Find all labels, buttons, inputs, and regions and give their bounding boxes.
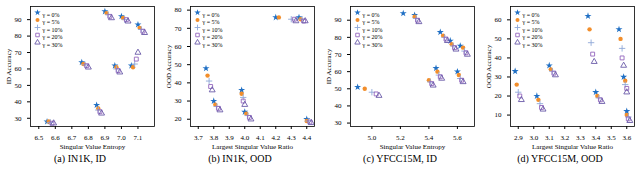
svg-text:40: 40	[495, 54, 503, 62]
svg-text:Singular Value Entropy: Singular Value Entropy	[60, 143, 126, 151]
svg-text:γ = 30%: γ = 30%	[362, 42, 383, 48]
svg-text:7.1: 7.1	[134, 134, 143, 142]
svg-text:γ = 20%: γ = 20%	[202, 34, 223, 40]
html-text:(b) IN1K, OOD: (b) IN1K, OOD	[208, 153, 272, 164]
svg-text:6.7: 6.7	[67, 134, 76, 142]
svg-text:20: 20	[495, 92, 503, 100]
svg-text:γ = 5%: γ = 5%	[362, 19, 380, 25]
svg-text:γ = 30%: γ = 30%	[202, 42, 223, 48]
svg-text:γ = 10%: γ = 10%	[202, 27, 223, 33]
svg-text:γ = 5%: γ = 5%	[202, 19, 220, 25]
svg-text:50: 50	[335, 85, 343, 93]
svg-text:Largest Singular Value Ratio: Largest Singular Value Ratio	[212, 143, 293, 151]
svg-text:5.0: 5.0	[368, 134, 377, 142]
svg-text:Singular Value Entropy: Singular Value Entropy	[380, 143, 446, 151]
svg-text:5.4: 5.4	[425, 134, 434, 142]
svg-text:6.9: 6.9	[101, 134, 110, 142]
svg-text:7.0: 7.0	[117, 134, 126, 142]
svg-text:3.2: 3.2	[560, 134, 569, 142]
svg-text:OOD Accuracy: OOD Accuracy	[165, 44, 173, 88]
svg-text:6.8: 6.8	[84, 134, 93, 142]
svg-text:70: 70	[335, 51, 343, 59]
svg-text:5.2: 5.2	[396, 134, 405, 142]
svg-text:30: 30	[335, 119, 343, 127]
svg-text:60: 60	[15, 65, 23, 73]
svg-text:γ = 0%: γ = 0%	[202, 12, 220, 18]
svg-text:50: 50	[175, 61, 183, 69]
svg-text:Largest Singular Value Ratio: Largest Singular Value Ratio	[532, 143, 613, 151]
svg-text:3.0: 3.0	[529, 134, 538, 142]
svg-text:6.5: 6.5	[34, 134, 43, 142]
svg-text:γ = 0%: γ = 0%	[42, 12, 60, 18]
svg-text:ID Accuracy: ID Accuracy	[5, 48, 13, 84]
svg-text:3.7: 3.7	[194, 134, 203, 142]
svg-text:30: 30	[15, 115, 23, 123]
svg-text:4.4: 4.4	[302, 134, 311, 142]
svg-text:40: 40	[335, 102, 343, 110]
svg-text:γ = 10%: γ = 10%	[362, 27, 383, 33]
svg-text:80: 80	[175, 6, 183, 14]
svg-text:γ = 30%: γ = 30%	[42, 42, 63, 48]
svg-text:20: 20	[175, 115, 183, 123]
svg-text:3.4: 3.4	[591, 134, 600, 142]
svg-text:60: 60	[495, 16, 503, 24]
svg-text:3.9: 3.9	[225, 134, 234, 142]
svg-text:4.1: 4.1	[256, 134, 265, 142]
svg-text:γ = 30%: γ = 30%	[522, 42, 543, 48]
html-text:(d) YFCC15M, OOD: (d) YFCC15M, OOD	[517, 153, 603, 164]
svg-text:OOD Accuracy: OOD Accuracy	[485, 44, 493, 88]
svg-text:γ = 5%: γ = 5%	[42, 19, 60, 25]
svg-text:3.5: 3.5	[607, 134, 616, 142]
html-text:(a) IN1K, ID: (a) IN1K, ID	[54, 153, 106, 164]
svg-text:3.3: 3.3	[576, 134, 585, 142]
svg-text:60: 60	[175, 43, 183, 51]
svg-text:6.6: 6.6	[51, 134, 60, 142]
svg-text:80: 80	[15, 32, 23, 40]
svg-text:γ = 20%: γ = 20%	[42, 34, 63, 40]
svg-text:γ = 5%: γ = 5%	[522, 19, 540, 25]
svg-text:4.0: 4.0	[240, 134, 249, 142]
svg-text:90: 90	[15, 16, 23, 24]
svg-text:70: 70	[15, 49, 23, 57]
svg-text:60: 60	[335, 68, 343, 76]
svg-text:10: 10	[495, 111, 503, 119]
svg-text:4.2: 4.2	[271, 134, 280, 142]
svg-text:γ = 10%: γ = 10%	[522, 27, 543, 33]
svg-text:40: 40	[175, 79, 183, 87]
svg-text:ID Accuracy: ID Accuracy	[325, 48, 333, 84]
svg-text:γ = 10%: γ = 10%	[42, 27, 63, 33]
svg-text:γ = 0%: γ = 0%	[522, 12, 540, 18]
svg-text:γ = 0%: γ = 0%	[362, 12, 380, 18]
svg-text:40: 40	[15, 98, 23, 106]
svg-text:3.6: 3.6	[622, 134, 631, 142]
svg-text:γ = 20%: γ = 20%	[362, 34, 383, 40]
svg-text:5.6: 5.6	[453, 134, 462, 142]
svg-text:90: 90	[335, 16, 343, 24]
svg-text:3.8: 3.8	[209, 134, 218, 142]
svg-text:30: 30	[495, 73, 503, 81]
svg-text:30: 30	[175, 97, 183, 105]
html-text:(c) YFCC15M, ID: (c) YFCC15M, ID	[363, 153, 437, 164]
svg-text:50: 50	[15, 82, 23, 90]
svg-text:γ = 20%: γ = 20%	[522, 34, 543, 40]
svg-text:80: 80	[335, 34, 343, 42]
svg-text:2.9: 2.9	[514, 134, 523, 142]
svg-text:4.3: 4.3	[287, 134, 296, 142]
svg-text:50: 50	[495, 35, 503, 43]
svg-text:3.1: 3.1	[545, 134, 554, 142]
svg-text:70: 70	[175, 25, 183, 33]
